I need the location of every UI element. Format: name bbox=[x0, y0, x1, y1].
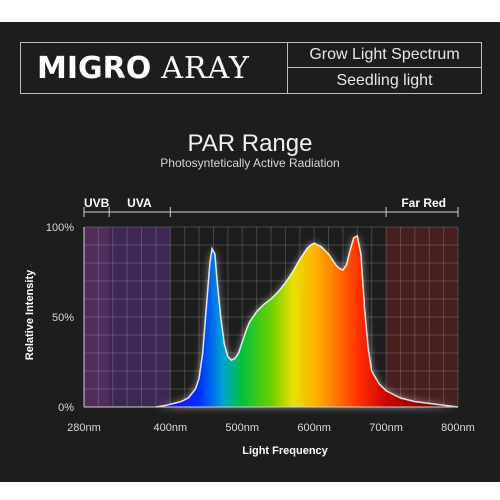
x-tick-label: 800nm bbox=[441, 422, 475, 434]
chart-title: PAR Range bbox=[187, 130, 313, 157]
x-tick-label: 280nm bbox=[67, 422, 101, 434]
y-tick-label: 50% bbox=[52, 312, 74, 324]
chart-subtitle: Photosyntetically Active Radiation bbox=[160, 156, 340, 170]
x-axis-title: Light Frequency bbox=[242, 445, 328, 457]
header-box: MIGRO ARAY Grow Light Spectrum Seedling … bbox=[20, 42, 482, 94]
band-label: UVA bbox=[127, 196, 152, 210]
band-label: Far Red bbox=[401, 196, 446, 210]
header-info: Grow Light Spectrum Seedling light bbox=[287, 43, 481, 93]
band-region-1 bbox=[109, 227, 171, 407]
x-tick-label: 600nm bbox=[297, 422, 331, 434]
band-region-0 bbox=[84, 227, 110, 407]
header-line-2: Seedling light bbox=[336, 71, 433, 89]
header-line-1: Grow Light Spectrum bbox=[288, 43, 481, 68]
brand-primary: MIGRO bbox=[37, 50, 152, 86]
y-tick-label: 0% bbox=[58, 402, 74, 414]
band-label: UVB bbox=[84, 196, 110, 210]
x-tick-label: 400nm bbox=[153, 422, 187, 434]
spectrum-line bbox=[155, 234, 459, 408]
band-region-2 bbox=[386, 227, 458, 407]
x-tick-label: 700nm bbox=[369, 422, 403, 434]
y-axis-title: Relative Intensity bbox=[24, 269, 36, 360]
brand-logo: MIGRO ARAY bbox=[21, 43, 287, 93]
x-tick-label: 500nm bbox=[225, 422, 259, 434]
y-tick-label: 100% bbox=[46, 222, 74, 234]
brand-secondary: ARAY bbox=[161, 50, 250, 86]
spectrum-area bbox=[155, 236, 458, 407]
